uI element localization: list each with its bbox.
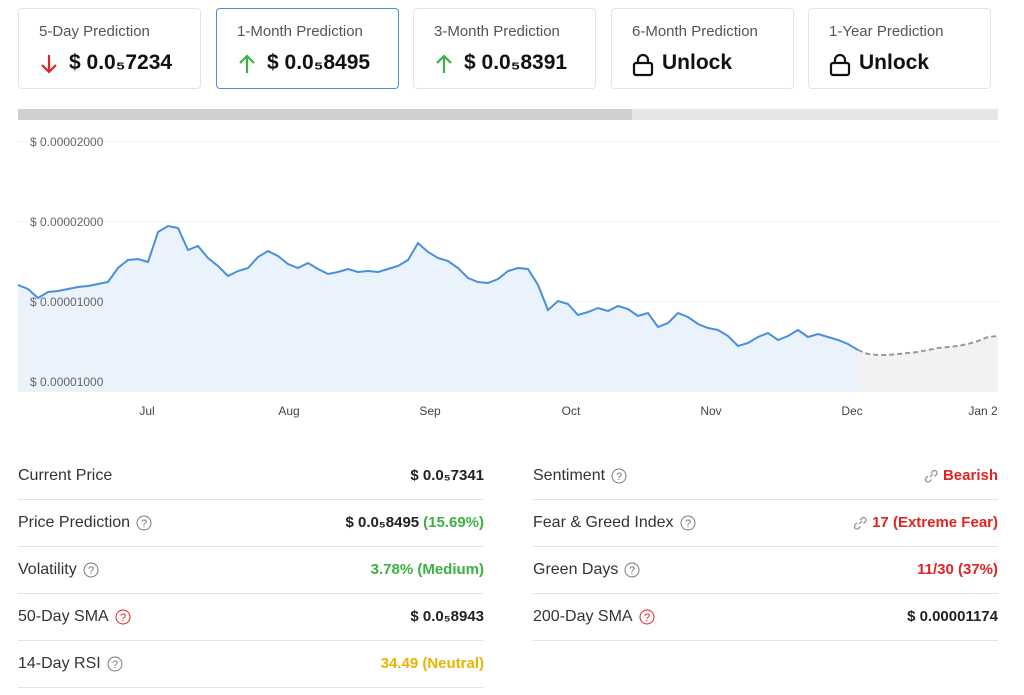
arrow-up xyxy=(436,54,452,73)
card-label: 1-Year Prediction xyxy=(829,23,944,40)
arrow-up xyxy=(239,54,255,73)
stat-label: Fear & Greed Index xyxy=(533,514,674,531)
card-value: Unlock xyxy=(662,51,733,74)
card-label: 5-Day Prediction xyxy=(39,23,150,40)
x-tick-label: Nov xyxy=(700,404,721,418)
help-icon[interactable]: ? xyxy=(680,515,696,531)
prediction-card[interactable]: 6-Month Prediction Unlock xyxy=(611,8,794,89)
x-tick-label: Sep xyxy=(419,404,441,418)
help-icon[interactable]: ? xyxy=(136,515,152,531)
help-icon[interactable]: ? xyxy=(115,609,131,625)
range-slider-selected[interactable] xyxy=(18,109,632,120)
prediction-card[interactable]: 3-Month Prediction $ 0.0₅8391 xyxy=(413,8,596,89)
stat-row: 200-Day SMA? $ 0.00001174 xyxy=(533,594,998,641)
svg-text:?: ? xyxy=(88,565,94,577)
x-tick-label: Jan 2 xyxy=(968,404,998,418)
price-chart: $ 0.00002000 $ 0.00002000 $ 0.00001000 $ 0.… xyxy=(17,135,999,418)
link-icon xyxy=(924,469,938,483)
stat-label: Sentiment xyxy=(533,467,606,484)
range-slider-track[interactable] xyxy=(632,109,998,120)
card-value: Unlock xyxy=(859,51,930,74)
stat-label-wrap: 50-Day SMA? xyxy=(18,608,131,626)
y-tick-label: $ 0.00001000 xyxy=(30,295,104,309)
help-icon[interactable]: ? xyxy=(611,468,627,484)
stat-label: 14-Day RSI xyxy=(18,655,101,672)
card-value: $ 0.0₅7234 xyxy=(69,51,173,74)
help-icon[interactable]: ? xyxy=(639,609,655,625)
price-line xyxy=(857,335,999,356)
stat-row: Fear & Greed Index? 17 (Extreme Fear) xyxy=(533,500,998,547)
area-fill xyxy=(18,226,858,392)
stat-value: $ 0.00001174 xyxy=(907,608,998,625)
stat-label-wrap: Volatility? xyxy=(18,561,99,579)
stat-label-wrap: 200-Day SMA? xyxy=(533,608,655,626)
x-tick-label: Oct xyxy=(562,404,581,418)
stat-label-wrap: Sentiment? xyxy=(533,467,627,485)
svg-text:?: ? xyxy=(644,612,650,624)
prediction-card[interactable]: 1-Year Prediction Unlock xyxy=(808,8,991,89)
stat-value: $ 0.0₅8943 xyxy=(410,608,484,625)
area-fill xyxy=(858,336,998,392)
svg-text:?: ? xyxy=(616,471,622,483)
card-value: $ 0.0₅8495 xyxy=(267,51,371,74)
stat-label: Green Days xyxy=(533,561,619,578)
stat-label-wrap: Price Prediction? xyxy=(18,514,152,532)
stat-label-wrap: Green Days? xyxy=(533,561,640,579)
stat-value: 34.49 (Neutral) xyxy=(380,655,484,672)
stat-label: Price Prediction xyxy=(18,514,131,531)
stat-value-wrap: 17 (Extreme Fear) xyxy=(852,514,998,531)
svg-text:?: ? xyxy=(112,659,118,671)
stat-label: Current Price xyxy=(18,467,113,484)
price-line xyxy=(17,224,859,351)
link-icon xyxy=(853,516,867,530)
y-tick-label: $ 0.00002000 xyxy=(30,135,104,149)
stat-value: 17 (Extreme Fear) xyxy=(872,514,998,531)
y-tick-label: $ 0.00001000 xyxy=(30,375,104,389)
stat-row: Current Price $ 0.0₅7341 xyxy=(18,453,484,500)
help-icon[interactable]: ? xyxy=(624,562,640,578)
card-label: 3-Month Prediction xyxy=(434,23,560,40)
y-tick-label: $ 0.00002000 xyxy=(30,215,104,229)
stat-value: 11/30 (37%) xyxy=(917,561,998,578)
card-label: 1-Month Prediction xyxy=(237,23,363,40)
lock-icon xyxy=(632,53,654,77)
prediction-card[interactable]: 5-Day Prediction $ 0.0₅7234 xyxy=(18,8,201,89)
x-tick-label: Aug xyxy=(278,404,299,418)
svg-text:?: ? xyxy=(120,612,126,624)
stat-value-wrap: Bearish xyxy=(923,467,998,484)
stat-label-wrap: 14-Day RSI? xyxy=(18,655,123,673)
stat-label-wrap: Fear & Greed Index? xyxy=(533,514,696,532)
stat-value-wrap: $ 0.0₅8495 (15.69%) xyxy=(346,514,484,531)
stat-value: $ 0.0₅8495 xyxy=(345,514,420,531)
stat-row: Sentiment? Bearish xyxy=(533,453,998,500)
stat-row: Green Days? 11/30 (37%) xyxy=(533,547,998,594)
svg-text:?: ? xyxy=(629,565,635,577)
stat-label: 50-Day SMA xyxy=(18,608,109,625)
card-label: 6-Month Prediction xyxy=(632,23,758,40)
stat-value: Bearish xyxy=(942,467,998,484)
lock-icon xyxy=(829,53,851,77)
x-tick-label: Dec xyxy=(841,404,862,418)
stat-row: 14-Day RSI? 34.49 (Neutral) xyxy=(18,641,484,688)
svg-text:?: ? xyxy=(141,518,147,530)
svg-text:?: ? xyxy=(684,518,690,530)
stat-label: 200-Day SMA xyxy=(533,608,633,625)
stat-row: Price Prediction? $ 0.0₅8495 (15.69%) xyxy=(18,500,484,547)
arrow-down xyxy=(41,55,57,74)
prediction-card[interactable]: 1-Month Prediction $ 0.0₅8495 xyxy=(216,8,399,89)
stat-row: 50-Day SMA? $ 0.0₅8943 xyxy=(18,594,484,641)
stat-row: Volatility? 3.78% (Medium) xyxy=(18,547,484,594)
card-value: $ 0.0₅8391 xyxy=(464,51,568,74)
x-tick-label: Jul xyxy=(139,404,154,418)
stat-change: (15.69%) xyxy=(423,514,484,531)
stat-value: $ 0.0₅7341 xyxy=(410,467,484,484)
help-icon[interactable]: ? xyxy=(107,656,123,672)
stat-value: 3.78% (Medium) xyxy=(370,561,484,578)
stat-label: Volatility xyxy=(18,561,77,578)
help-icon[interactable]: ? xyxy=(83,562,99,578)
